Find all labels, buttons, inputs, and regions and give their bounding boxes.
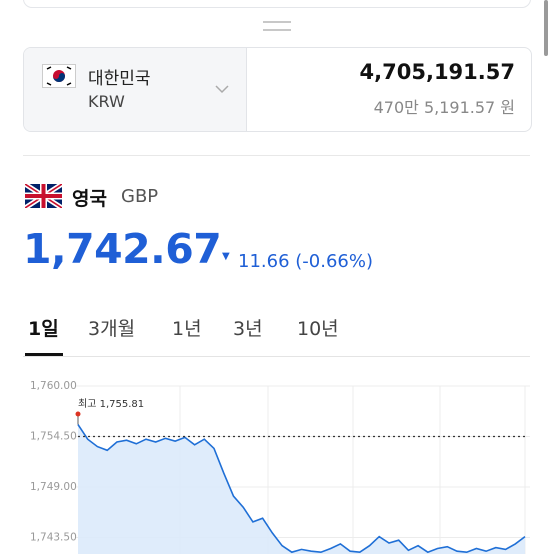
price-line: [77, 424, 526, 554]
korea-flag: [42, 64, 76, 88]
currency-selector[interactable]: 대한민국 KRW: [24, 48, 247, 131]
from-country: 대한민국: [88, 69, 151, 89]
period-tab[interactable]: 10년: [297, 318, 339, 340]
amount-words: 470만 5,191.57 원: [373, 98, 515, 117]
chevron: [215, 85, 229, 94]
quote-rate: 1,742.67: [23, 225, 222, 273]
period-tab[interactable]: 3개월: [88, 318, 136, 340]
down-arrow: ▼: [222, 251, 230, 262]
previous-card: [23, 0, 531, 8]
chart: 최고 1,755.81 1,760.00 1,754.50 1,749.00 1,74…: [30, 380, 530, 554]
from-code: KRW: [88, 92, 125, 111]
quote-country: 영국: [72, 188, 107, 210]
y-tick-label: 1,760.00: [30, 380, 77, 392]
tabs-line: [23, 356, 530, 357]
amount[interactable]: 4,705,191.57: [359, 60, 515, 84]
tab-underline: [25, 353, 63, 356]
y-tick-label: 1,754.50: [30, 430, 77, 442]
drag-handle[interactable]: [263, 21, 291, 31]
y-tick-label: 1,749.00: [30, 481, 77, 493]
quote-code: GBP: [121, 186, 159, 207]
high-point: [75, 411, 81, 417]
y-tick-label: 1,743.50: [30, 531, 77, 543]
divider: [23, 155, 530, 156]
quote-change: 11.66 (-0.66%): [238, 251, 373, 272]
area: [78, 424, 525, 554]
scrollbar: [544, 0, 548, 56]
uk-flag: [25, 184, 62, 208]
chart-annotation: 최고 1,755.81: [78, 398, 144, 410]
plot: [77, 424, 526, 554]
converter-card: 대한민국 KRW 4,705,191.57 470만 5,191.57 원: [23, 47, 532, 132]
period-tab[interactable]: 3년: [233, 318, 263, 340]
period-tab[interactable]: 1년: [172, 318, 202, 340]
period-tab[interactable]: 1일: [28, 318, 59, 340]
